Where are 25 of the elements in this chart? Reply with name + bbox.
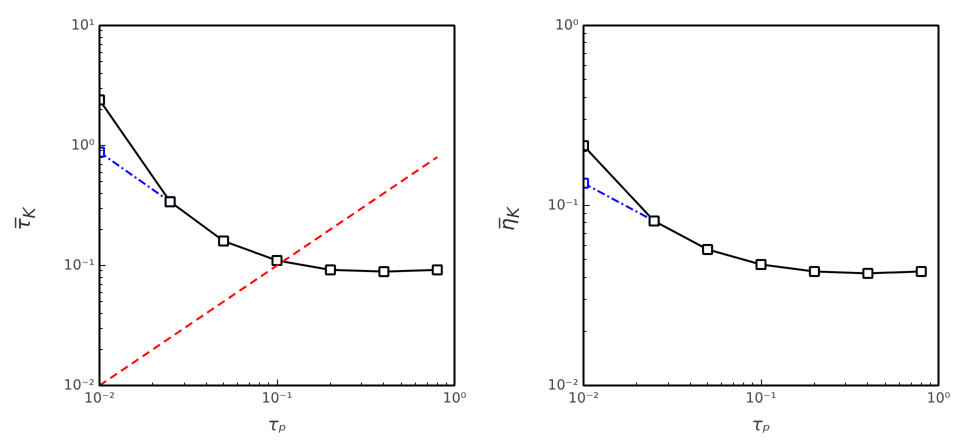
x-axis-title: τₚ	[268, 414, 287, 436]
y-tick-label: 10⁻¹	[64, 258, 95, 274]
x-tick-label: 10⁰	[442, 390, 467, 406]
x-tick-label: 10⁻²	[84, 390, 115, 406]
x-tick-label: 10⁻¹	[262, 390, 292, 406]
y-tick-label: 10⁻²	[64, 378, 95, 394]
point	[378, 266, 390, 278]
x-tick-label: 10⁻¹	[746, 390, 776, 406]
y-tick-label: 10⁻²	[548, 378, 579, 394]
point	[272, 255, 282, 266]
point	[916, 266, 927, 277]
point	[218, 236, 230, 247]
y-tick-label: 10⁰	[71, 138, 95, 154]
point	[702, 244, 714, 255]
point	[862, 268, 874, 279]
x-tick-label: 10⁻²	[568, 390, 599, 406]
point	[808, 266, 820, 277]
point	[756, 259, 766, 270]
y-tick-label: 10⁰	[555, 18, 579, 34]
y-tick-label: 10¹	[71, 18, 95, 34]
y-tick-label: 10⁻¹	[548, 198, 579, 214]
point	[432, 264, 443, 276]
x-tick-label: 10⁰	[926, 390, 951, 406]
point	[324, 264, 336, 276]
x-axis-title: τₚ	[752, 414, 771, 436]
